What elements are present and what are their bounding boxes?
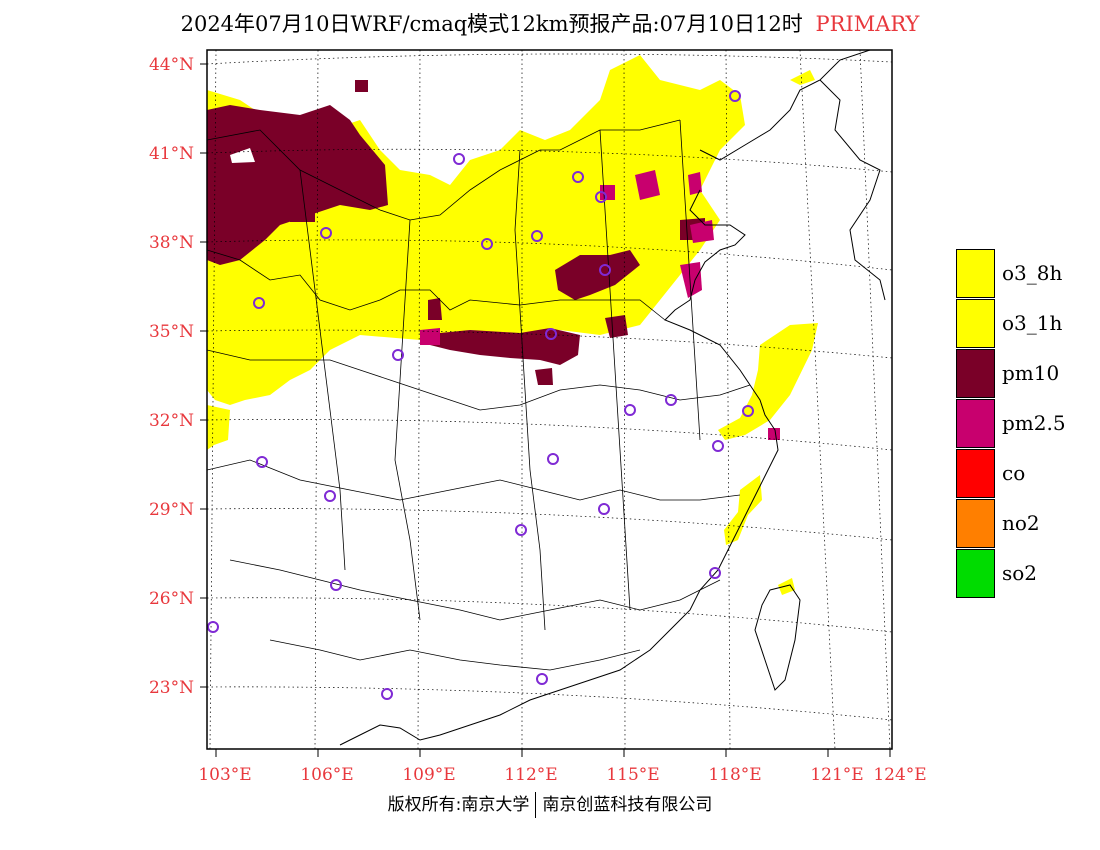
legend-swatch xyxy=(956,249,995,298)
station-marker xyxy=(256,456,268,468)
map-plot-area xyxy=(207,50,892,749)
lon-label: 112°E xyxy=(504,765,557,785)
legend-label: o3_8h xyxy=(1002,261,1063,285)
legend-label: o3_1h xyxy=(1002,311,1063,335)
station-marker xyxy=(253,297,265,309)
station-marker xyxy=(320,227,332,239)
coastline xyxy=(339,50,886,746)
station-marker xyxy=(547,453,559,465)
station-marker xyxy=(381,688,393,700)
footer-right: 南京创蓝科技有限公司 xyxy=(542,795,713,815)
title-main: 2024年07月10日WRF/cmaq模式12km预报产品:07月10日12时 xyxy=(180,12,803,36)
lon-labels: 103°E 106°E 109°E 112°E 115°E 118°E 121°… xyxy=(198,765,926,785)
lon-label: 121°E xyxy=(810,765,863,785)
lon-label: 115°E xyxy=(606,765,659,785)
map-title: 2024年07月10日WRF/cmaq模式12km预报产品:07月10日12时 … xyxy=(0,8,1100,38)
station-marker xyxy=(599,264,611,276)
station-marker xyxy=(729,90,741,102)
station-marker xyxy=(453,153,465,165)
lon-label: 103°E xyxy=(198,765,251,785)
lat-label: 26°N xyxy=(149,589,194,609)
station-marker xyxy=(330,579,342,591)
legend-swatch xyxy=(956,499,995,548)
legend-swatch xyxy=(956,299,995,348)
station-marker xyxy=(598,503,610,515)
graticule xyxy=(207,50,892,749)
station-marker xyxy=(742,405,754,417)
lon-ticks xyxy=(215,749,891,757)
station-marker xyxy=(536,673,548,685)
station-marker xyxy=(515,524,527,536)
legend-swatch xyxy=(956,549,995,598)
copyright-footer: 版权所有:南京大学 南京创蓝科技有限公司 xyxy=(0,790,1100,818)
legend-label: pm2.5 xyxy=(1002,411,1066,435)
station-marker xyxy=(392,349,404,361)
station-marker xyxy=(624,404,636,416)
footer-left: 版权所有:南京大学 xyxy=(387,795,530,815)
lon-label: 124°E xyxy=(873,765,926,785)
station-marker xyxy=(324,490,336,502)
legend-label: so2 xyxy=(1002,561,1038,585)
legend-label: pm10 xyxy=(1002,361,1060,385)
legend-label: no2 xyxy=(1002,511,1040,535)
lat-labels: 44°N 41°N 38°N 35°N 32°N 29°N 26°N 23°N xyxy=(149,55,194,698)
station-marker xyxy=(531,230,543,242)
lat-label: 29°N xyxy=(149,500,194,520)
lat-label: 44°N xyxy=(149,55,194,75)
lon-label: 118°E xyxy=(708,765,761,785)
legend-swatch xyxy=(956,399,995,448)
lat-label: 23°N xyxy=(149,678,194,698)
province-borders xyxy=(207,119,751,671)
title-tag: PRIMARY xyxy=(815,12,920,36)
station-markers xyxy=(207,90,754,700)
station-marker xyxy=(712,440,724,452)
legend-label: co xyxy=(1002,461,1026,485)
lon-label: 106°E xyxy=(300,765,353,785)
map-frame xyxy=(206,49,893,750)
lat-label: 32°N xyxy=(149,411,194,431)
lat-ticks xyxy=(200,63,207,688)
legend-swatch xyxy=(956,349,995,398)
station-marker xyxy=(481,238,493,250)
station-marker xyxy=(207,621,219,633)
footer-divider xyxy=(535,792,537,818)
lat-label: 41°N xyxy=(149,144,194,164)
lon-label: 109°E xyxy=(402,765,455,785)
lat-label: 38°N xyxy=(149,233,194,253)
station-marker xyxy=(665,394,677,406)
lat-label: 35°N xyxy=(149,322,194,342)
station-marker xyxy=(595,191,607,203)
station-marker xyxy=(709,567,721,579)
legend-swatch xyxy=(956,449,995,498)
station-marker xyxy=(572,171,584,183)
station-marker xyxy=(545,328,557,340)
